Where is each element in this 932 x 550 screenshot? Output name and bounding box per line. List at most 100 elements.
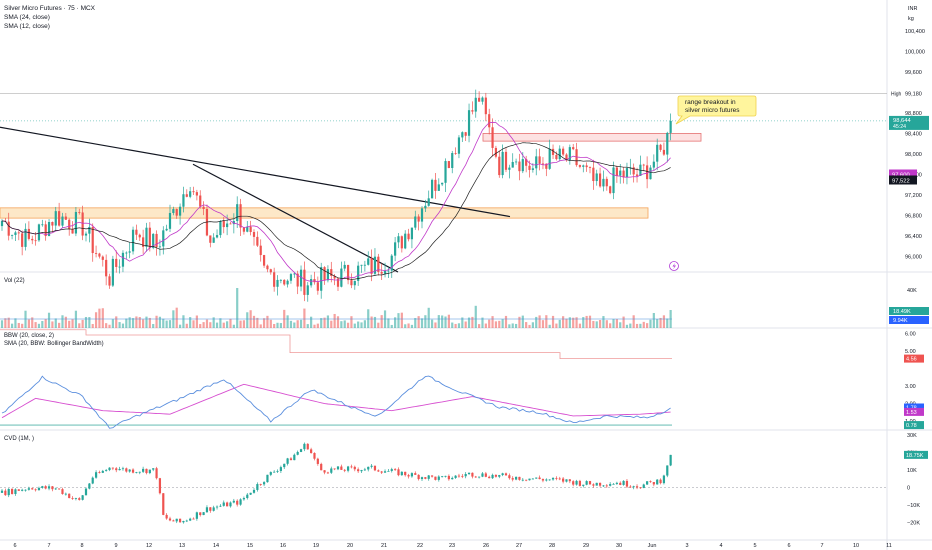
volume-bar[interactable] [605, 320, 608, 328]
price-candle[interactable] [7, 221, 10, 236]
price-candle[interactable] [538, 156, 541, 164]
volume-bar[interactable] [508, 324, 511, 328]
price-candle[interactable] [293, 273, 296, 275]
price-candle[interactable] [10, 234, 14, 236]
volume-sma-tag[interactable] [889, 316, 929, 324]
cvd-candle[interactable] [98, 472, 101, 473]
price-candle[interactable] [333, 275, 336, 279]
cvd-candle[interactable] [232, 500, 235, 503]
volume-bar[interactable] [111, 319, 114, 328]
volume-bar[interactable] [609, 323, 612, 328]
volume-bar[interactable] [538, 315, 541, 328]
cvd-candle[interactable] [205, 507, 209, 513]
sma-12-legend[interactable]: SMA (12, close) [4, 23, 50, 30]
price-candle[interactable] [289, 274, 293, 281]
volume-bar[interactable] [256, 317, 259, 328]
cvd-candle[interactable] [414, 473, 417, 475]
price-candle[interactable] [256, 236, 259, 246]
price-candle[interactable] [531, 168, 534, 170]
cvd-candle[interactable] [310, 449, 313, 454]
volume-bar[interactable] [14, 318, 17, 328]
volume-bar[interactable] [21, 323, 24, 328]
price-candle[interactable] [494, 147, 498, 157]
volume-bar[interactable] [387, 318, 390, 328]
price-candle[interactable] [78, 211, 81, 213]
volume-bar[interactable] [74, 310, 78, 328]
price-candle[interactable] [545, 163, 548, 169]
price-candle[interactable] [37, 224, 41, 241]
volume-bar[interactable] [135, 316, 138, 328]
volume-bar[interactable] [121, 323, 125, 328]
price-candle[interactable] [602, 178, 605, 187]
cvd-candle[interactable] [454, 475, 457, 478]
cvd-candle[interactable] [326, 472, 330, 474]
price-candle[interactable] [387, 270, 390, 272]
price-candle[interactable] [249, 226, 252, 233]
volume-bar[interactable] [367, 309, 370, 328]
price-candle[interactable] [578, 165, 582, 167]
price-candle[interactable] [128, 251, 131, 253]
volume-bar[interactable] [447, 314, 450, 328]
price-candle[interactable] [535, 156, 538, 169]
cvd-candle[interactable] [88, 483, 91, 489]
cvd-candle[interactable] [61, 489, 64, 494]
volume-bar[interactable] [541, 320, 545, 328]
price-candle[interactable] [316, 282, 319, 291]
cvd-candle[interactable] [340, 466, 343, 470]
price-candle[interactable] [652, 161, 655, 168]
cvd-candle[interactable] [555, 477, 558, 479]
cvd-candle[interactable] [498, 475, 501, 477]
time-scale[interactable]: 6 7 8 9 12 13 14 15 16 19 20 21 22 23 26 27 28 29 30 Jun 3 4 5… [13, 543, 891, 549]
price-candle[interactable] [370, 258, 373, 274]
volume-bar[interactable] [494, 321, 498, 328]
cvd-candle[interactable] [21, 489, 24, 491]
price-candle[interactable] [232, 221, 235, 225]
volume-bar[interactable] [24, 310, 27, 328]
volume-bar[interactable] [276, 322, 279, 328]
cvd-pane[interactable] [0, 442, 887, 524]
sma-24-line[interactable] [1, 142, 671, 280]
price-candle[interactable] [484, 97, 487, 115]
price-candle[interactable] [585, 165, 588, 168]
price-candle[interactable] [565, 154, 568, 161]
price-candle[interactable] [501, 151, 504, 176]
volume-bar[interactable] [350, 316, 353, 328]
cvd-candle[interactable] [488, 476, 491, 479]
volume-bar[interactable] [491, 316, 494, 328]
price-candle[interactable] [64, 216, 67, 220]
price-candle[interactable] [178, 206, 182, 216]
price-candle[interactable] [430, 179, 434, 199]
price-candle[interactable] [478, 97, 481, 102]
volume-bar[interactable] [652, 312, 655, 328]
cvd-candle[interactable] [10, 488, 14, 494]
volume-bar[interactable] [58, 322, 61, 328]
volume-bar[interactable] [457, 323, 461, 328]
volume-bar[interactable] [441, 315, 444, 328]
volume-bar[interactable] [582, 317, 585, 328]
cvd-candle[interactable] [632, 486, 635, 488]
volume-bar[interactable] [27, 319, 30, 328]
price-candle[interactable] [142, 237, 145, 247]
volume-pane[interactable] [0, 288, 672, 328]
price-candle[interactable] [17, 232, 20, 234]
cvd-candle[interactable] [262, 482, 266, 485]
price-candle[interactable] [434, 179, 437, 191]
cvd-candle[interactable] [410, 473, 414, 477]
cvd-candle[interactable] [551, 477, 555, 480]
volume-bar[interactable] [454, 323, 457, 328]
volume-bar[interactable] [88, 317, 91, 328]
price-candle[interactable] [437, 184, 440, 191]
cvd-candle[interactable] [434, 476, 437, 480]
price-candle[interactable] [152, 233, 155, 248]
bbw-sma-tag[interactable] [904, 407, 924, 416]
volume-bar[interactable] [407, 323, 410, 328]
price-candle[interactable] [276, 279, 279, 287]
volume-bar[interactable] [0, 320, 4, 328]
volume-bar[interactable] [612, 319, 615, 328]
cvd-candle[interactable] [548, 479, 551, 481]
volume-bar[interactable] [182, 315, 185, 328]
price-candle[interactable] [525, 159, 528, 166]
price-candle[interactable] [336, 278, 340, 287]
volume-bar[interactable] [54, 318, 57, 328]
volume-bar[interactable] [131, 318, 135, 328]
